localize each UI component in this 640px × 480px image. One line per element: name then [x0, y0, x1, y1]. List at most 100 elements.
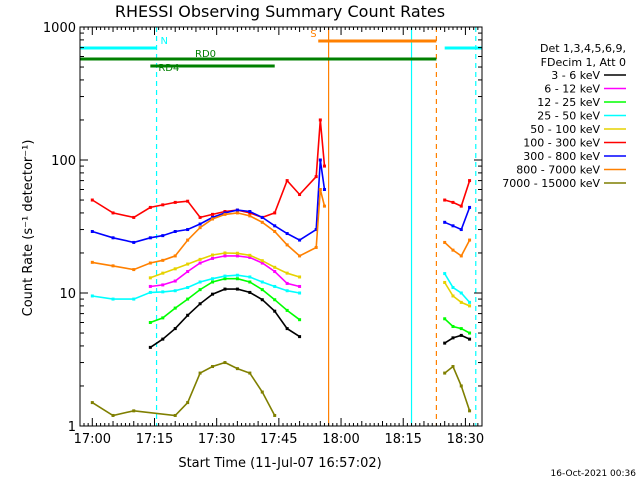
- data-point: [248, 255, 252, 259]
- data-point: [173, 306, 177, 310]
- data-point: [468, 300, 472, 304]
- data-point: [285, 271, 289, 275]
- data-point: [298, 284, 302, 288]
- data-point: [223, 287, 227, 291]
- legend-header-line-2: FDecim 1, Att 0: [541, 56, 626, 69]
- data-point: [132, 297, 136, 301]
- data-point: [132, 409, 136, 413]
- data-point: [318, 118, 322, 122]
- data-point: [273, 230, 277, 234]
- data-point: [322, 164, 326, 168]
- data-point: [235, 254, 239, 258]
- data-point: [468, 304, 472, 308]
- data-point: [314, 228, 318, 232]
- data-point: [211, 292, 215, 296]
- data-point: [459, 204, 463, 208]
- axes: 1 10 100 1000 17:00 17:15 17:30 17:45 18:00 18:15…: [43, 21, 484, 447]
- data-point: [322, 188, 326, 192]
- data-point: [132, 268, 136, 272]
- data-point: [235, 287, 239, 291]
- data-point: [451, 224, 455, 228]
- data-point: [298, 238, 302, 242]
- data-point: [459, 384, 463, 388]
- data-point: [285, 179, 289, 183]
- data-point: [186, 262, 190, 266]
- annotation-label-RD0: RD0: [195, 49, 216, 60]
- y-axis-label: Count Rate (s⁻¹ detector⁻¹): [21, 140, 36, 317]
- y-tick-label: 1000: [43, 21, 76, 36]
- data-point: [211, 253, 215, 257]
- data-point: [298, 275, 302, 279]
- annotation-label-S: S: [310, 29, 316, 40]
- data-point: [90, 198, 94, 202]
- data-point: [148, 284, 152, 288]
- x-tick-label: 18:30: [447, 432, 484, 447]
- data-point: [273, 284, 277, 288]
- y-tick-label: 1: [68, 420, 76, 435]
- data-point: [161, 290, 165, 294]
- data-point: [211, 277, 215, 281]
- data-point: [173, 267, 177, 271]
- legend-entry-label: 25 - 50 keV: [537, 110, 600, 123]
- x-axis-label: Start Time (11-Jul-07 16:57:02): [178, 456, 381, 471]
- data-point: [273, 265, 277, 269]
- data-point: [173, 413, 177, 417]
- data-point: [285, 281, 289, 285]
- data-point: [248, 209, 252, 213]
- data-point: [111, 413, 115, 417]
- plot-area: [80, 27, 482, 426]
- data-point: [451, 248, 455, 252]
- data-point: [443, 272, 447, 276]
- data-point: [443, 220, 447, 224]
- data-point: [451, 285, 455, 289]
- data-point: [161, 234, 165, 238]
- data-point: [468, 337, 472, 341]
- data-point: [198, 288, 202, 292]
- data-point: [148, 321, 152, 325]
- data-point: [235, 208, 239, 212]
- data-point: [248, 280, 252, 284]
- data-point: [211, 215, 215, 219]
- data-point: [173, 327, 177, 331]
- legend-entry-label: 50 - 100 keV: [530, 123, 600, 136]
- data-point: [132, 215, 136, 219]
- data-point: [298, 193, 302, 197]
- data-point: [111, 236, 115, 240]
- data-point: [186, 313, 190, 317]
- legend-entry-label: 7000 - 15000 keV: [502, 177, 600, 190]
- data-point: [211, 365, 215, 369]
- data-point: [285, 232, 289, 236]
- data-point: [273, 211, 277, 215]
- data-point: [248, 371, 252, 375]
- x-tick-label: 17:30: [198, 432, 235, 447]
- data-point: [211, 280, 215, 284]
- data-point: [260, 220, 264, 224]
- data-point: [198, 222, 202, 226]
- data-point: [451, 365, 455, 369]
- data-series: [90, 118, 472, 417]
- data-point: [248, 290, 252, 294]
- data-point: [443, 240, 447, 244]
- data-point: [186, 401, 190, 405]
- legend-entry-label: 300 - 800 keV: [523, 150, 600, 163]
- annotation-label-N: N: [161, 36, 168, 47]
- data-point: [186, 285, 190, 289]
- data-point: [186, 238, 190, 242]
- data-point: [273, 298, 277, 302]
- data-point: [459, 291, 463, 295]
- data-point: [260, 259, 264, 263]
- data-point: [186, 228, 190, 232]
- data-point: [468, 409, 472, 413]
- data-point: [198, 261, 202, 265]
- data-point: [235, 251, 239, 255]
- data-point: [451, 294, 455, 298]
- annotation-label-RD4: RD4: [158, 63, 179, 74]
- data-point: [248, 275, 252, 279]
- data-point: [198, 371, 202, 375]
- data-point: [90, 230, 94, 234]
- data-point: [198, 257, 202, 261]
- data-point: [186, 270, 190, 274]
- data-point: [443, 317, 447, 321]
- data-point: [285, 289, 289, 293]
- series-line-3: [92, 273, 471, 303]
